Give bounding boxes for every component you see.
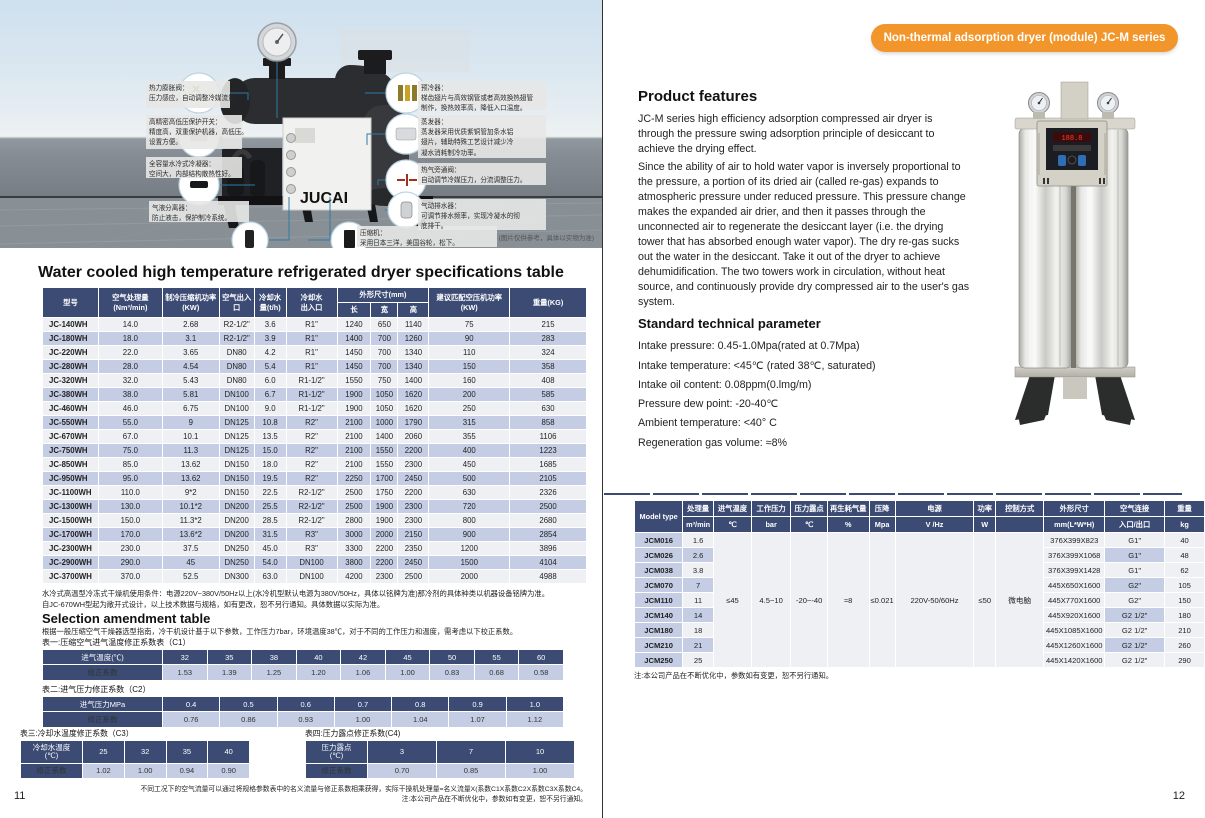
svg-text:JUCAI: JUCAI (300, 190, 348, 207)
svg-text:188.8: 188.8 (1061, 135, 1082, 143)
